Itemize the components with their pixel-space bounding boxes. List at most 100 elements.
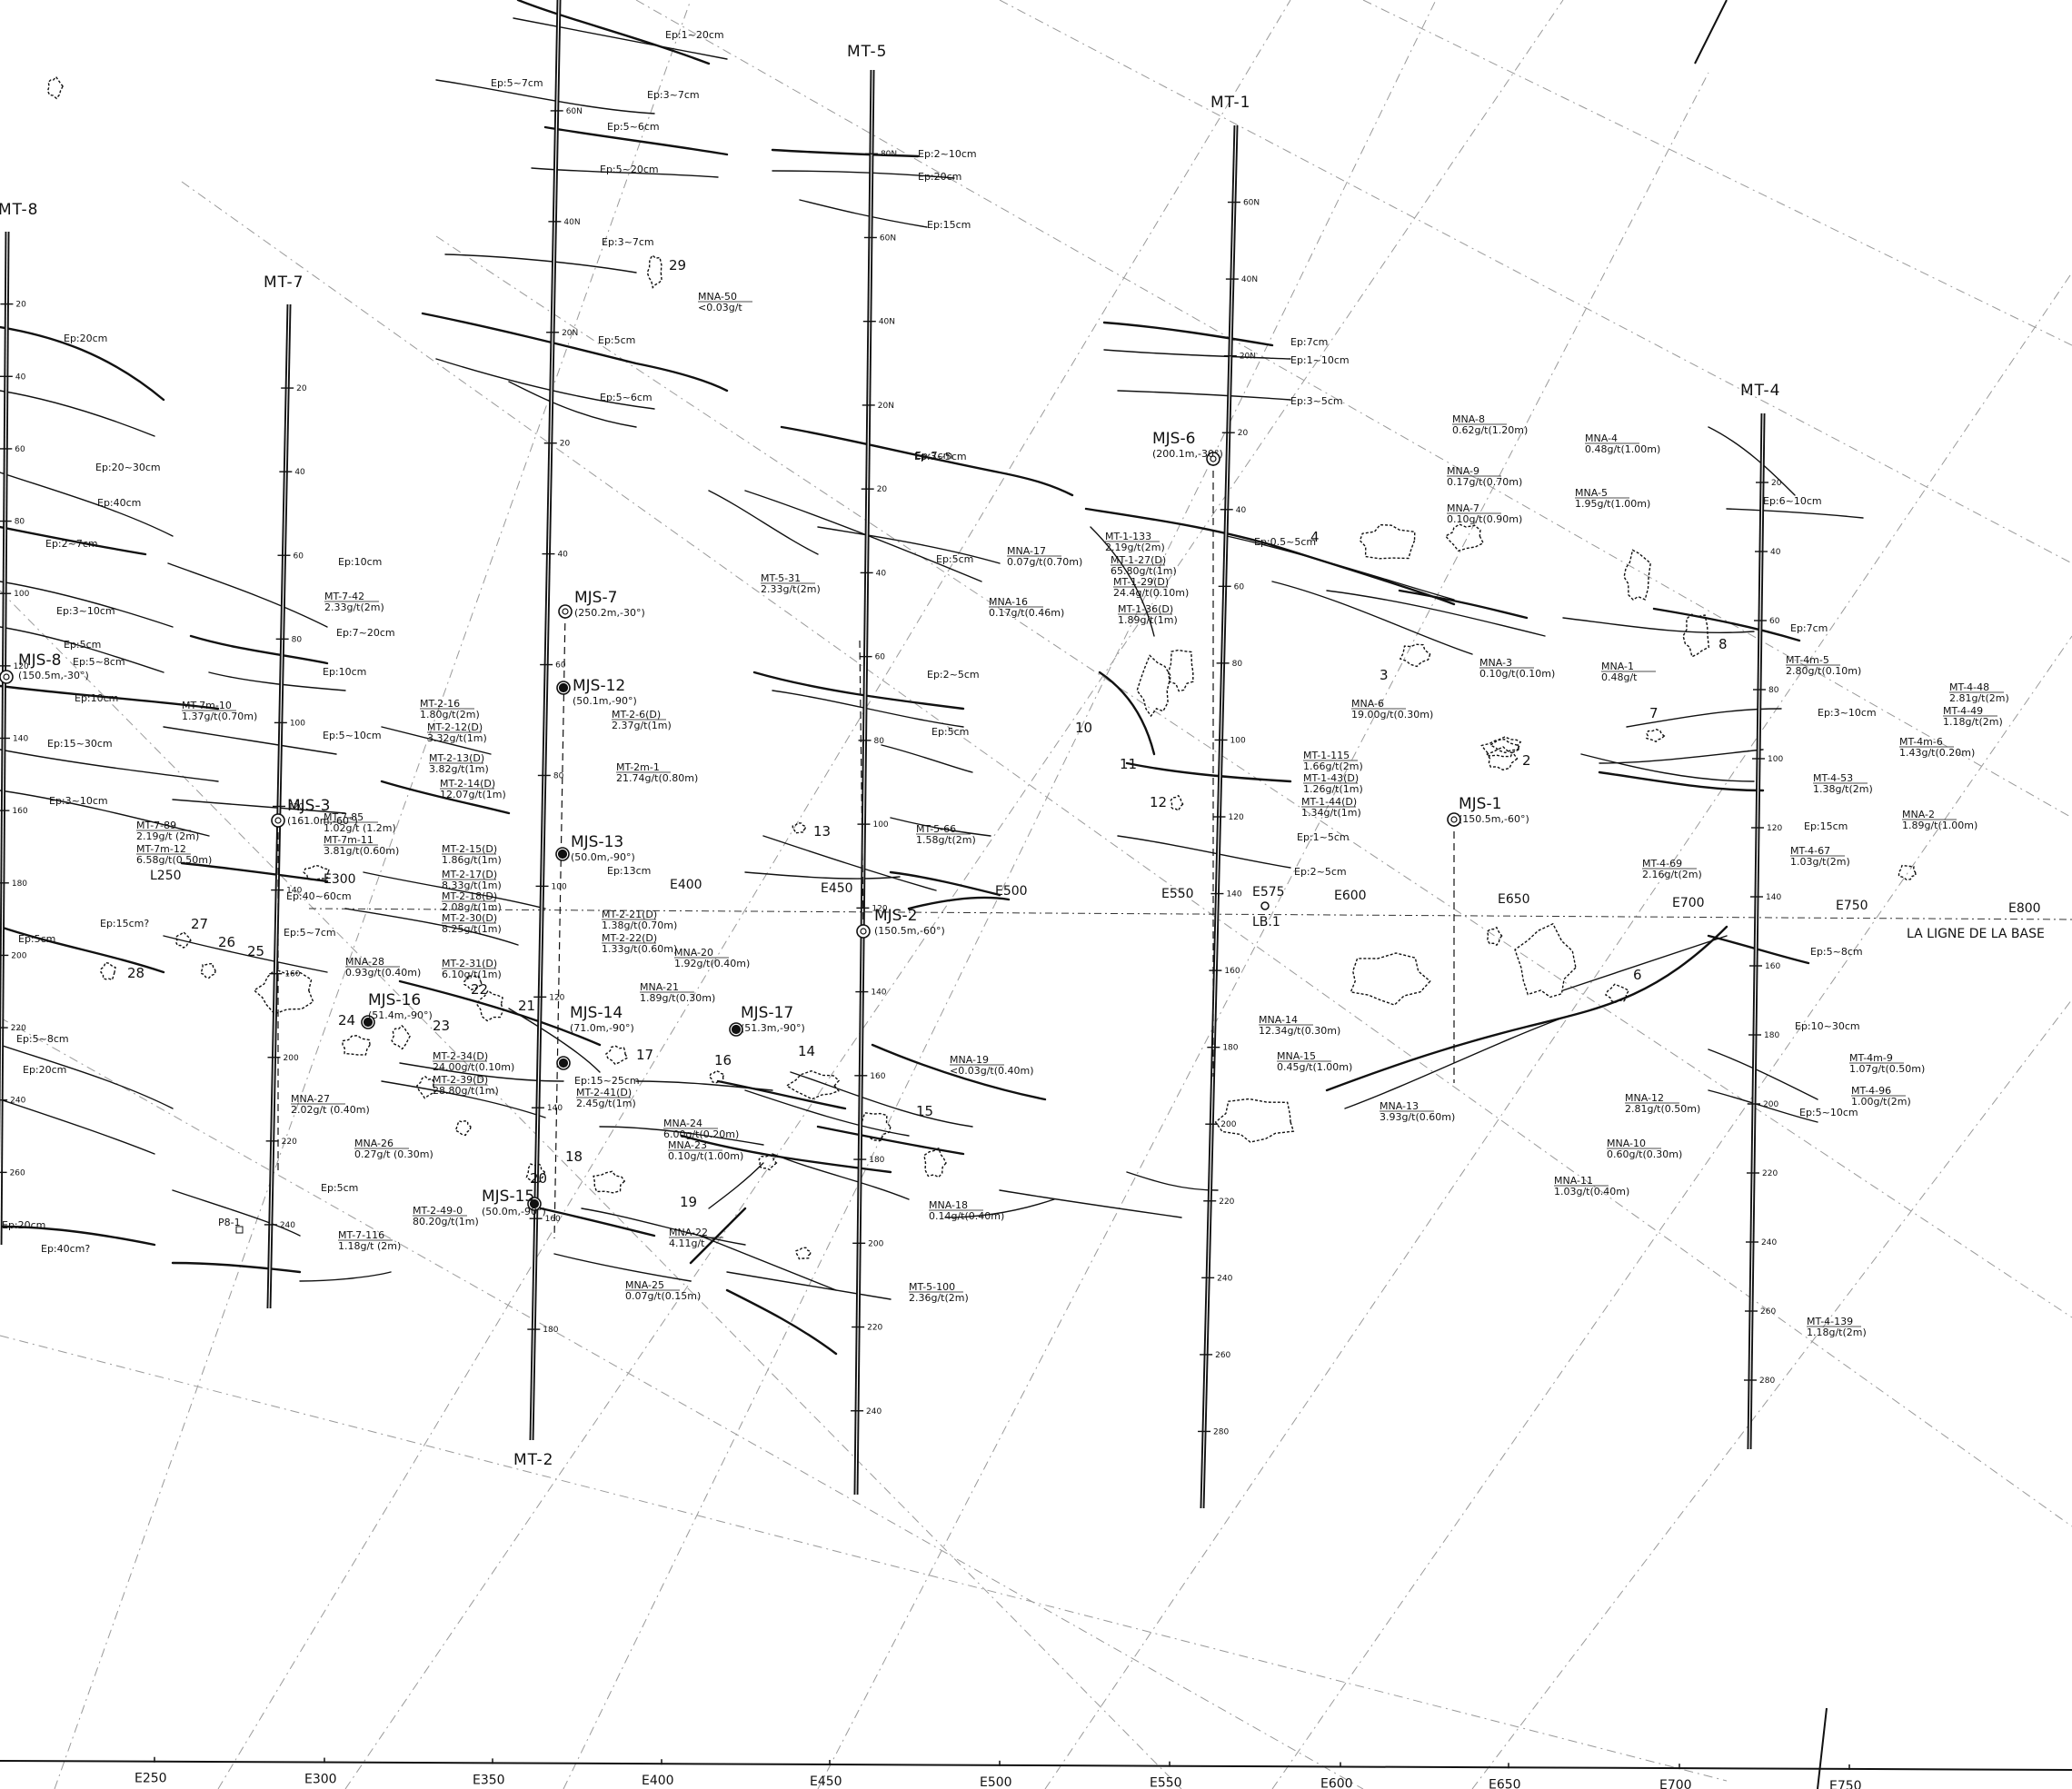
vein-thickness-note: Ep:1~20cm (665, 29, 724, 41)
sample-mt-4-53: MT-4-531.38g/t(2m) (1813, 772, 1873, 795)
drill-hole-info: (50.0m,-90°) (571, 851, 635, 863)
sample-label: MT-7-85 (324, 811, 364, 823)
vein (553, 1253, 692, 1282)
bottom-axis: E250 E300 E350 E400 E450 E500 E550 E600 E650 E700… (0, 1756, 2072, 1789)
vein-thickness-note: Ep:40~60cm (286, 890, 352, 902)
drill-hole-label: MJS-8 (18, 651, 61, 670)
drill-hole-mjs-13: MJS-13(50.0m,-90°) (555, 833, 635, 863)
drill-hole-label: MJS-1 (1459, 795, 1501, 813)
vein (1398, 589, 1529, 620)
outcrop-number-19: 19 (680, 1194, 697, 1210)
trench-tick-label: 260 (1215, 1351, 1230, 1360)
sample-mt-7m-10: MT-7m-101.37g/t(0.70m) (182, 700, 257, 722)
sample-label: MT-2-41(D) (576, 1087, 632, 1098)
station-e600: E600 (1334, 889, 1367, 903)
trench-mt-1: MT-1 60N 40N 20N 20 40 60 80 100 120 140 160 180 200 2… (1198, 94, 1260, 1509)
sample-mt-2m-1: MT-2m-121.74g/t(0.80m) (616, 761, 698, 784)
sample-mna-7: MNA-70.10g/t(0.90m) (1447, 502, 1522, 525)
sample-mna-15: MNA-150.45g/t(1.00m) (1277, 1050, 1352, 1073)
vein (1125, 761, 1292, 783)
outcrop-number-27: 27 (191, 916, 208, 932)
sample-mt-7m-12: MT-7m-126.58g/t(0.50m) (136, 843, 212, 866)
drill-collar-center (3, 673, 10, 681)
trench-label: MT-7 (264, 273, 304, 292)
vein-thickness-note: Ep:2~7cm (45, 538, 98, 550)
sample-label: MNA-2 (1902, 809, 1935, 820)
vein (299, 1271, 392, 1282)
sample-mna-13: MNA-133.93g/t(0.60m) (1380, 1100, 1455, 1123)
pit-p8-1: P8-1 (218, 1217, 244, 1234)
sample-value: 0.10g/t(0.10m) (1479, 668, 1555, 680)
trench-tick-label: 100 (552, 882, 567, 891)
trench-label: MT-4 (1740, 382, 1780, 400)
station-e575: E575 (1252, 885, 1285, 899)
trench-tick-label: 120 (872, 904, 887, 913)
sample-label: MT-4-48 (1949, 681, 1989, 693)
trench-tick-label: 100 (1230, 736, 1246, 745)
vein-thickness-note: Ep:15~25cm (574, 1075, 640, 1087)
trench-label: MT-2 (513, 1451, 553, 1469)
sample-mna-2: MNA-21.89g/t(1.00m) (1902, 809, 1977, 831)
vein (1708, 426, 1796, 496)
outcrop-number-11: 11 (1120, 756, 1137, 772)
vein (1562, 935, 1728, 991)
sample-label: MNA-7 (1447, 502, 1479, 514)
vein-thickness-note: Ep:3~10cm (56, 605, 115, 617)
vein (167, 562, 328, 628)
vein (708, 490, 819, 555)
sample-value: 3.93g/t(0.60m) (1380, 1111, 1455, 1123)
outcrop (174, 930, 192, 949)
trench-tick-label: 40 (294, 468, 305, 477)
vein-thickness-note: Ep:15cm? (100, 918, 149, 929)
vein (508, 381, 637, 428)
sample-label: MNA-11 (1554, 1175, 1593, 1187)
vein (1599, 749, 1764, 764)
sample-value: 1.80g/t(2m) (420, 709, 480, 721)
vein-thickness-note: Ep:5~8cm (16, 1033, 69, 1045)
axis-label-e450: E450 (810, 1774, 842, 1789)
sample-mt-4-67: MT-4-671.03g/t(2m) (1790, 845, 1850, 868)
vein (513, 17, 728, 60)
vein (172, 1189, 301, 1237)
trench-tick-label: 20 (1771, 479, 1782, 488)
sample-value: 1.03g/t(2m) (1790, 856, 1850, 868)
trench-tick-label: 80 (1768, 686, 1779, 695)
sample-value: 2.45g/t(1m) (576, 1098, 636, 1109)
outcrop (605, 1045, 629, 1066)
vein-thickness-note: Ep:5~7cm (491, 77, 543, 89)
vein (1726, 508, 1864, 519)
trench-tick-label: 180 (869, 1156, 884, 1165)
vein-thickness-notes: Ep:1~20cm Ep:5~7cm Ep:3~7cm Ep:5~6cm Ep:5~20… (2, 29, 1877, 1255)
vein (508, 1008, 601, 1073)
sample-mna-6: MNA-619.00g/t(0.30m) (1351, 698, 1433, 721)
sample-mt-4-69: MT-4-692.16g/t(2m) (1642, 858, 1702, 880)
trench-tick-label: 200 (1220, 1120, 1236, 1129)
outcrop (1682, 613, 1710, 658)
trench-tick-label: 120 (549, 993, 564, 1002)
outcrop (463, 974, 483, 990)
outcrop-number-12: 12 (1150, 794, 1167, 810)
vein (444, 253, 637, 273)
outcrop-number-13: 13 (813, 823, 831, 840)
sample-mt-2-6d: MT-2-6(D)2.37g/t(1m) (612, 709, 672, 731)
trench-tick-label: 260 (10, 1168, 25, 1178)
sample-value: 2.80g/t(0.10m) (1786, 665, 1861, 677)
sample-label: MT-5-100 (909, 1281, 955, 1293)
vein-thickness-note: Ep:7cm (1290, 336, 1328, 348)
vein (890, 817, 991, 837)
sample-label: MT-4-69 (1642, 858, 1682, 870)
station-e800: E800 (2008, 901, 2041, 916)
outcrop (1359, 523, 1416, 560)
sample-label: MT-2-22(D) (602, 932, 657, 944)
outcrop-number-20: 20 (530, 1170, 547, 1187)
sample-mna-27: MNA-272.02g/t (0.40m) (291, 1093, 370, 1116)
sample-label: MT-1-27(D) (1111, 554, 1166, 566)
grid-line (54, 0, 692, 1789)
vein-thickness-note: Ep:10cm (75, 692, 118, 704)
sample-value: 2.81g/t(0.50m) (1625, 1103, 1700, 1115)
sample-label: MT-1-44(D) (1301, 796, 1357, 808)
vein (871, 1043, 1047, 1101)
vein-thickness-note: Ep:20cm (2, 1219, 45, 1231)
